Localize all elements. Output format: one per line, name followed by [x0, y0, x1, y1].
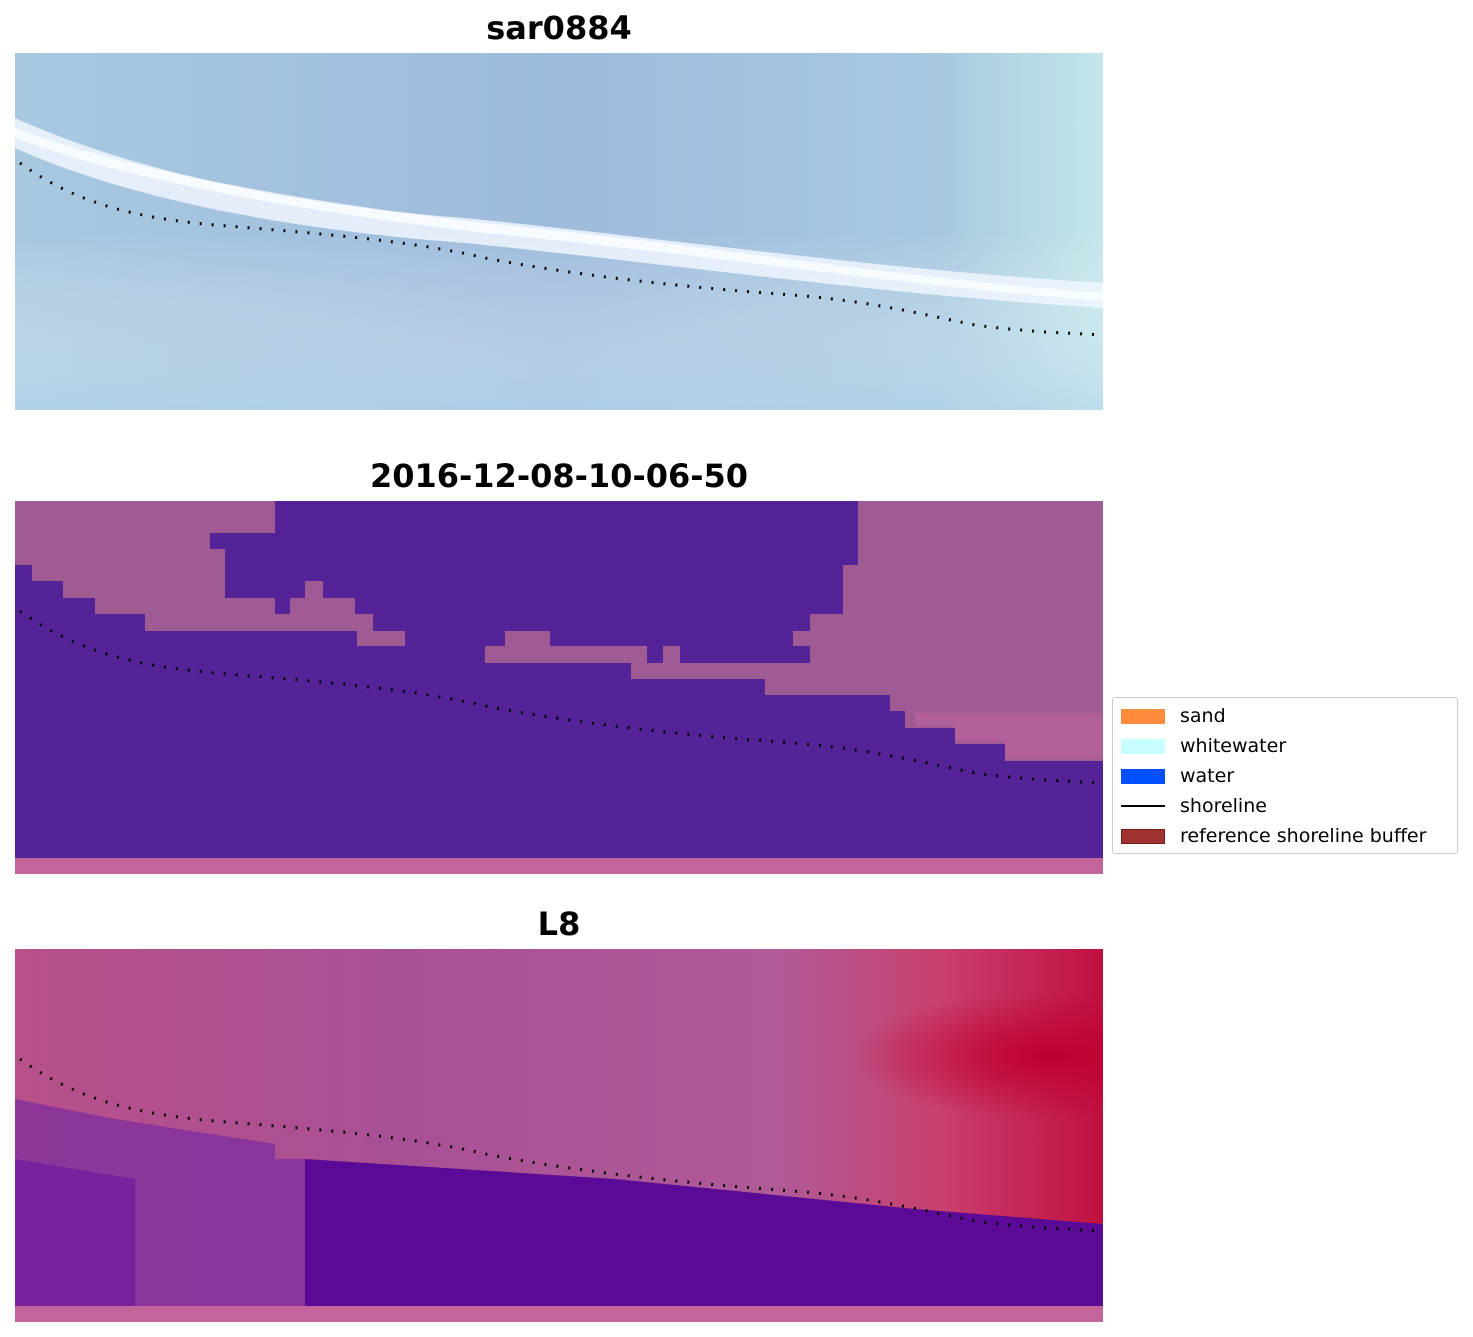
legend: sand whitewater water shoreline referenc…: [1112, 697, 1458, 854]
water-swatch: [1121, 769, 1165, 784]
panel-title-2: 2016-12-08-10-06-50: [369, 457, 749, 495]
shoreline-dots: [19, 161, 1103, 337]
shoreline-dots: [19, 1057, 1103, 1233]
shoreline-dots: [19, 609, 1103, 785]
index-image-panel: [15, 949, 1103, 1306]
legend-item-water: water: [1113, 760, 1457, 790]
legend-item-shoreline: shoreline: [1113, 790, 1457, 820]
buffer-swatch: [1121, 829, 1165, 844]
legend-item-sand: sand: [1113, 700, 1457, 730]
sand-swatch: [1121, 709, 1165, 724]
legend-label-water: water: [1180, 765, 1235, 787]
classified-image-panel: [15, 501, 1103, 858]
legend-label-shoreline: shoreline: [1180, 795, 1267, 817]
shoreline-line-swatch: [1121, 805, 1165, 807]
legend-item-buffer: reference shoreline buffer: [1113, 820, 1457, 850]
rgb-image-panel: [15, 53, 1103, 410]
legend-label-whitewater: whitewater: [1180, 735, 1287, 757]
reference-buffer-strip-2: [15, 858, 1103, 874]
panel-title-3: L8: [537, 905, 581, 943]
legend-label-sand: sand: [1180, 705, 1226, 727]
whitewater-swatch: [1121, 739, 1165, 754]
legend-label-buffer: reference shoreline buffer: [1180, 825, 1427, 847]
reference-buffer-strip-3: [15, 1306, 1103, 1322]
panel-title-1: sar0884: [486, 9, 632, 47]
legend-item-whitewater: whitewater: [1113, 730, 1457, 760]
